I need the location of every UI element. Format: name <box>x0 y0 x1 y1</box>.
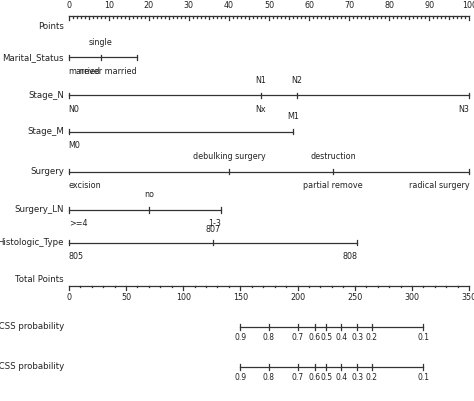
Text: 0.8: 0.8 <box>263 333 275 342</box>
Text: 0.7: 0.7 <box>292 373 304 382</box>
Text: N3: N3 <box>458 105 469 113</box>
Text: 0.5: 0.5 <box>320 333 332 342</box>
Text: 70: 70 <box>344 1 354 10</box>
Text: 150: 150 <box>233 293 248 302</box>
Text: 805: 805 <box>69 252 84 261</box>
Text: N1: N1 <box>255 76 266 85</box>
Text: 807: 807 <box>205 225 220 234</box>
Text: 200: 200 <box>290 293 305 302</box>
Text: 0.9: 0.9 <box>234 333 246 342</box>
Text: 300: 300 <box>404 293 419 302</box>
Text: excision: excision <box>69 181 101 190</box>
Text: Histologic_Type: Histologic_Type <box>0 238 64 247</box>
Text: 30: 30 <box>184 1 194 10</box>
Text: 60: 60 <box>304 1 314 10</box>
Text: N0: N0 <box>69 105 80 113</box>
Text: 20: 20 <box>144 1 154 10</box>
Text: radical surgery: radical surgery <box>409 181 469 190</box>
Text: 0.2: 0.2 <box>366 333 378 342</box>
Text: 350: 350 <box>462 293 474 302</box>
Text: 0.4: 0.4 <box>335 333 347 342</box>
Text: Nx: Nx <box>255 105 266 113</box>
Text: 50: 50 <box>121 293 131 302</box>
Text: single: single <box>89 38 113 47</box>
Text: >=4: >=4 <box>69 219 87 228</box>
Text: partial remove: partial remove <box>303 181 363 190</box>
Text: 250: 250 <box>347 293 363 302</box>
Text: debulking surgery: debulking surgery <box>192 152 265 161</box>
Text: 808: 808 <box>342 252 357 261</box>
Text: destruction: destruction <box>310 152 356 161</box>
Text: Points: Points <box>38 22 64 30</box>
Text: M1: M1 <box>287 112 299 121</box>
Text: 0.9: 0.9 <box>234 373 246 382</box>
Text: 0.5: 0.5 <box>320 373 332 382</box>
Text: Stage_N: Stage_N <box>28 91 64 100</box>
Text: 0.7: 0.7 <box>292 333 304 342</box>
Text: never married: never married <box>79 67 137 75</box>
Text: 50: 50 <box>264 1 274 10</box>
Text: 0.8: 0.8 <box>263 373 275 382</box>
Text: 0: 0 <box>66 1 71 10</box>
Text: 0.3: 0.3 <box>351 333 363 342</box>
Text: 0.1: 0.1 <box>418 333 429 342</box>
Text: 90: 90 <box>424 1 434 10</box>
Text: 100: 100 <box>176 293 191 302</box>
Text: married: married <box>69 67 101 75</box>
Text: 0.1: 0.1 <box>418 373 429 382</box>
Text: 5-Year CSS probability: 5-Year CSS probability <box>0 363 64 371</box>
Text: 1-3: 1-3 <box>208 219 221 228</box>
Text: Surgery: Surgery <box>30 167 64 176</box>
Text: 0.2: 0.2 <box>366 373 378 382</box>
Text: 80: 80 <box>384 1 394 10</box>
Text: 3-Year CSS probability: 3-Year CSS probability <box>0 322 64 331</box>
Text: 0.4: 0.4 <box>335 373 347 382</box>
Text: 0: 0 <box>66 293 71 302</box>
Text: 0.6: 0.6 <box>309 373 321 382</box>
Text: 0.6: 0.6 <box>309 333 321 342</box>
Text: Marital_Status: Marital_Status <box>2 53 64 62</box>
Text: N2: N2 <box>292 76 302 85</box>
Text: 40: 40 <box>224 1 234 10</box>
Text: M0: M0 <box>69 141 81 150</box>
Text: 100: 100 <box>462 1 474 10</box>
Text: Total Points: Total Points <box>15 275 64 284</box>
Text: Stage_M: Stage_M <box>27 127 64 136</box>
Text: 10: 10 <box>104 1 114 10</box>
Text: Surgery_LN: Surgery_LN <box>15 205 64 214</box>
Text: no: no <box>144 190 154 199</box>
Text: 0.3: 0.3 <box>351 373 363 382</box>
